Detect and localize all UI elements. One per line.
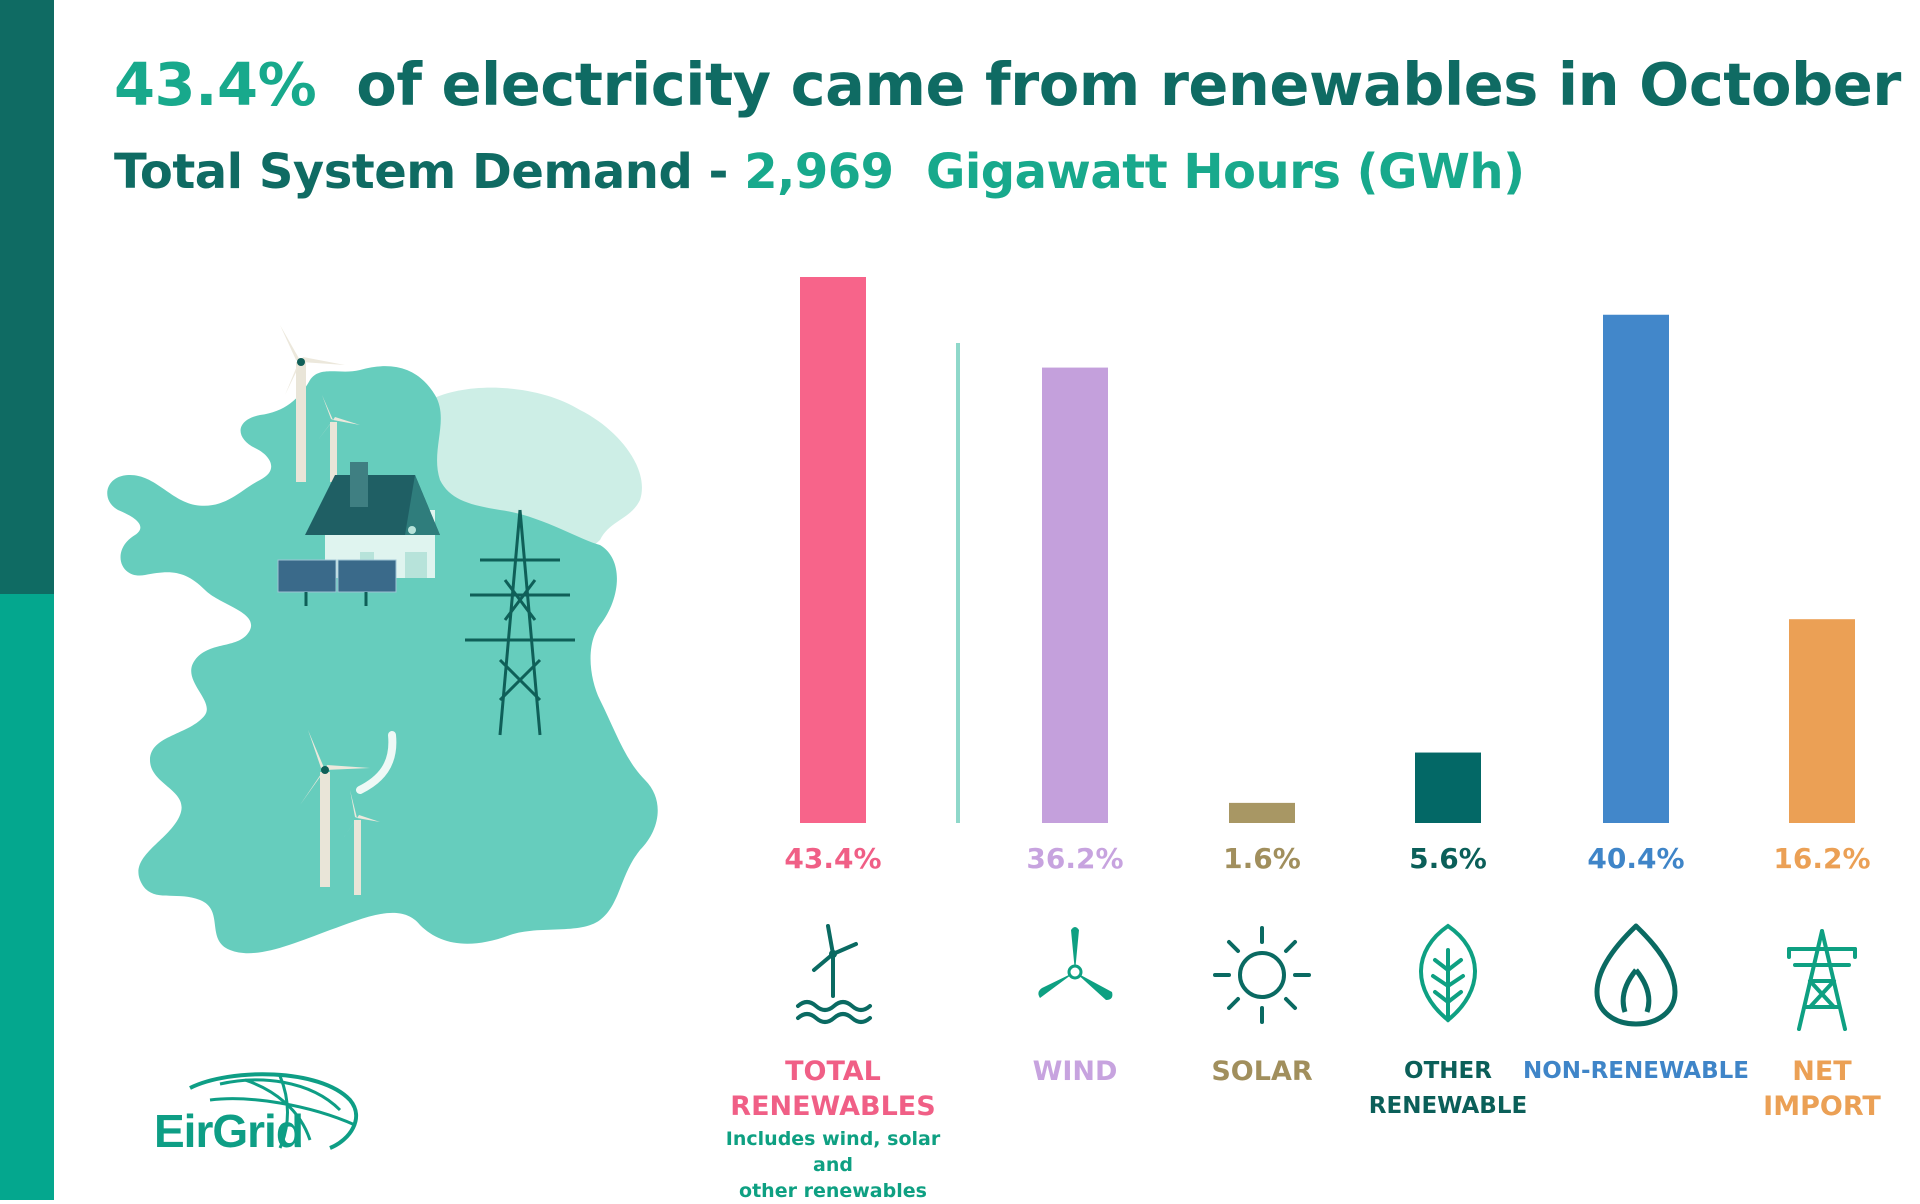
sidebar-band-top <box>0 0 54 594</box>
total-renewables-note: Includes wind, solar and other renewables <box>703 1126 963 1204</box>
category-label-line: NET <box>1792 1056 1852 1087</box>
bar-other-renewable <box>1415 752 1481 823</box>
wind-turbine-blades-icon <box>1030 920 1120 1034</box>
offshore-wind-turbine-icon <box>788 920 878 1034</box>
category-label-other-renewable: OTHER RENEWABLE <box>1328 1054 1568 1124</box>
bar-non-renewable <box>1603 314 1669 823</box>
ireland-map-illustration <box>107 325 658 954</box>
solar-panels <box>277 559 397 606</box>
category-label-line: WIND <box>1032 1056 1118 1087</box>
category-label-line: SOLAR <box>1211 1056 1313 1087</box>
category-label-non-renewable: NON-RENEWABLE <box>1516 1054 1756 1089</box>
category-label-solar: SOLAR <box>1142 1054 1382 1089</box>
value-label-total-renewables: 43.4% <box>784 842 882 875</box>
demand-unit: Gigawatt Hours (GWh) <box>925 144 1525 200</box>
wind-turbine-south-2 <box>342 790 380 895</box>
category-label-wind: WIND <box>955 1054 1195 1089</box>
transmission-pylon <box>465 509 575 736</box>
house-with-solar-roof <box>305 462 440 578</box>
category-label-line: OTHER <box>1404 1058 1492 1084</box>
subheadline-prefix: Total System Demand - <box>114 144 728 200</box>
demand-value: 2,969 <box>744 144 894 200</box>
wind-turbine-north-2 <box>318 395 360 482</box>
subheadline: Total System Demand - 2,969 Gigawatt Hou… <box>114 144 1525 200</box>
category-label-line: NON-RENEWABLE <box>1522 1058 1749 1084</box>
category-label-line: TOTAL <box>785 1056 881 1087</box>
total-renewables-note-line: Includes wind, solar and <box>725 1128 941 1176</box>
pylon-icon <box>1777 925 1867 1039</box>
category-label-net-import: NET IMPORT <box>1702 1054 1920 1124</box>
category-label-total-renewables: TOTAL RENEWABLES <box>713 1054 953 1124</box>
value-label-wind: 36.2% <box>1026 842 1124 875</box>
category-label-line: RENEWABLE <box>1368 1093 1528 1119</box>
headline-text: of electricity came from renewables in O… <box>356 50 1901 119</box>
bar-solar <box>1229 802 1295 823</box>
flame-icon <box>1591 920 1681 1034</box>
leaf-icon <box>1403 920 1493 1034</box>
value-label-net-import: 16.2% <box>1773 842 1871 875</box>
headline-percentage: 43.4% <box>114 50 317 119</box>
wind-turbine-north-1 <box>280 325 345 482</box>
eirgrid-logo-text: EirGrid <box>154 1105 304 1157</box>
value-label-non-renewable: 40.4% <box>1587 842 1685 875</box>
bar-wind <box>1042 367 1108 823</box>
category-label-line: IMPORT <box>1763 1091 1881 1122</box>
total-renewables-note-line: other renewables <box>739 1180 927 1202</box>
category-label-line: RENEWABLES <box>730 1091 936 1122</box>
bar-total-renewables <box>800 277 866 823</box>
wind-turbine-south-1 <box>300 730 370 887</box>
ireland-landmass <box>107 366 658 954</box>
river-line <box>356 731 397 794</box>
sidebar-band-bottom <box>0 594 54 1200</box>
eirgrid-logo-mark <box>189 1072 358 1150</box>
value-label-solar: 1.6% <box>1223 842 1301 875</box>
sun-icon <box>1207 920 1317 1034</box>
headline: 43.4% of electricity came from renewable… <box>114 50 1901 119</box>
bar-net-import <box>1789 619 1855 823</box>
value-label-other-renewable: 5.6% <box>1409 842 1487 875</box>
